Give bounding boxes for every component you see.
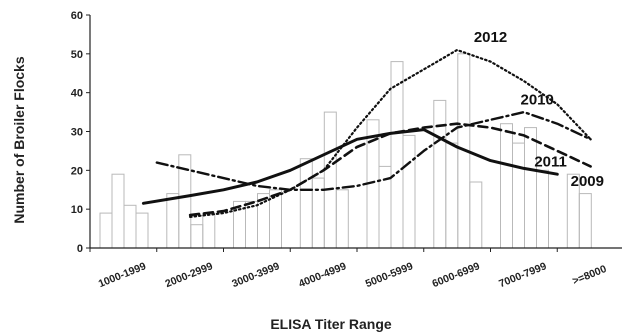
bar-4-3: [402, 134, 416, 249]
y-tick-label: 50: [71, 49, 83, 61]
bar-0-0: [99, 212, 113, 249]
bar-1-0: [166, 193, 180, 249]
x-tick-label: >=8000: [571, 263, 609, 288]
x-tick-label: 5000-5999: [364, 260, 415, 290]
x-tick-label: 4000-4999: [297, 260, 348, 290]
bar-4-2: [390, 61, 404, 249]
y-tick-label: 0: [77, 243, 83, 255]
axes: 0 10 20 30 40 50 60 1000-1999 2000-2999 3000-3999…: [71, 10, 622, 290]
series-line-2009: [141, 128, 559, 205]
bar-3-0: [299, 158, 313, 249]
bar-0-1: [111, 173, 125, 249]
histogram-bars: [99, 53, 592, 249]
bar-6-1: [512, 142, 525, 249]
y-tick-label: 30: [71, 127, 83, 139]
x-tick-label: 3000-3999: [230, 260, 281, 290]
bar-2-3: [269, 189, 282, 249]
y-tick-label: 10: [71, 204, 83, 216]
x-tick-label: 6000-6999: [430, 260, 481, 290]
series-line-2012: [189, 48, 592, 218]
series-label-2012: 2012: [474, 29, 507, 46]
y-tick-label: 60: [71, 10, 83, 22]
bar-0-2: [123, 204, 137, 249]
series-lines: [141, 48, 592, 218]
bar-6-2: [524, 127, 537, 249]
series-label-2009: 2009: [571, 173, 604, 190]
bar-3-3: [335, 189, 349, 249]
bar-6-3: [536, 169, 549, 249]
bar-7-1: [578, 193, 592, 249]
bar-0-3: [135, 212, 149, 249]
bar-1-2: [190, 224, 204, 249]
series-label-2011: 2011: [534, 153, 567, 170]
series-line-2010: [155, 110, 592, 192]
bar-5-0: [433, 99, 447, 249]
bar-1-3: [202, 212, 216, 249]
bar-3-2: [323, 111, 337, 249]
x-axis-title: ELISA Titer Range: [270, 316, 392, 332]
x-tick-label: 7000-7999: [497, 260, 548, 290]
bar-3-1: [311, 177, 325, 249]
bar-5-3: [469, 181, 483, 249]
y-axis-title: Number of Broiler Flocks: [11, 56, 27, 223]
y-tick-label: 40: [71, 88, 83, 100]
x-tick-label: 1000-1999: [97, 260, 148, 290]
series-label-2010: 2010: [521, 91, 554, 108]
y-tick-label: 20: [71, 165, 83, 177]
bar-6-0: [500, 123, 513, 249]
x-tick-label: 2000-2999: [163, 260, 214, 290]
bar-5-1: [445, 142, 459, 249]
